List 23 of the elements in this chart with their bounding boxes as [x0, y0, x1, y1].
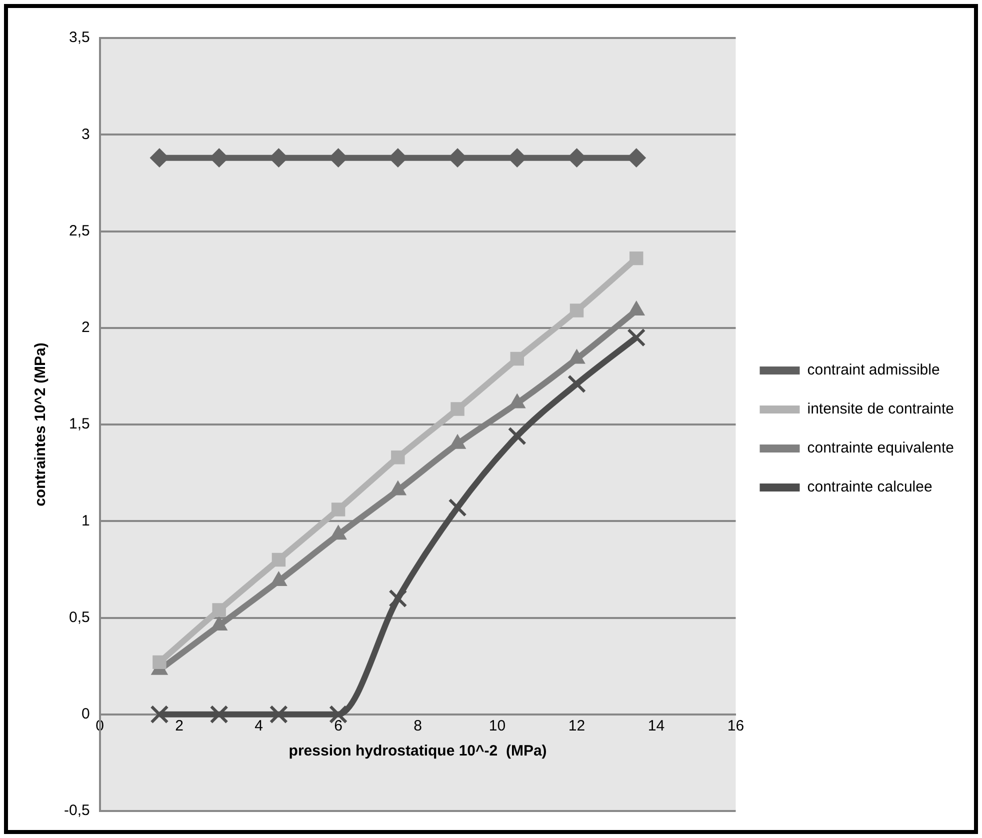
x-tick-label: 8 [414, 718, 422, 735]
y-tick-label: 1 [82, 512, 90, 530]
legend-label: contrainte calculee [807, 478, 932, 496]
x-tick-label: 10 [488, 718, 506, 735]
y-tick-label: 2,5 [68, 222, 90, 240]
legend-label: contrainte equivalente [807, 440, 954, 457]
y-tick-label: 3,5 [68, 29, 90, 46]
y-tick-label: 1,5 [68, 416, 90, 433]
y-tick-label: 0,5 [68, 608, 90, 626]
legend-label: contraint admissible [807, 362, 940, 379]
x-tick-label: 16 [727, 718, 744, 735]
y-tick-label: 3 [82, 126, 90, 143]
x-tick-label: 12 [568, 718, 586, 735]
y-tick-label: 0 [82, 706, 90, 723]
x-tick-label: 6 [334, 718, 342, 735]
y-tick-label: 2 [82, 319, 90, 336]
x-axis-title: pression hydrostatique 10^-2 (MPa) [288, 742, 547, 760]
x-tick-label: 2 [175, 718, 184, 735]
x-tick-label: 4 [254, 718, 263, 735]
legend-label: intensite de contrainte [807, 400, 954, 418]
y-axis-title: contraintes 10^2 (MPa) [32, 342, 50, 506]
x-tick-label: 14 [648, 718, 665, 735]
y-tick-label: -0,5 [64, 802, 90, 820]
